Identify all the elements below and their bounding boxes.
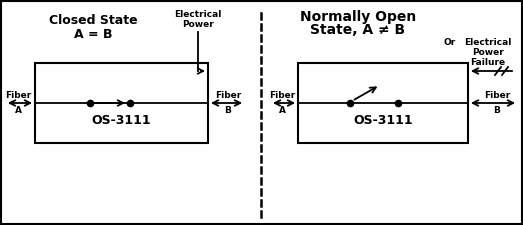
Text: Fiber: Fiber: [5, 91, 31, 100]
Text: OS-3111: OS-3111: [92, 115, 151, 128]
Text: Or: Or: [444, 38, 456, 47]
Text: B: B: [494, 106, 501, 115]
Text: Fiber: Fiber: [269, 91, 295, 100]
Text: A = B: A = B: [74, 28, 112, 41]
Text: Electrical: Electrical: [174, 10, 222, 19]
Text: B: B: [224, 106, 232, 115]
Text: Electrical: Electrical: [464, 38, 511, 47]
Bar: [298, 63, 468, 143]
Text: OS-3111: OS-3111: [353, 115, 413, 128]
Text: Power: Power: [182, 20, 214, 29]
Text: State, A ≠ B: State, A ≠ B: [311, 23, 405, 37]
Text: A: A: [279, 106, 286, 115]
Text: Normally Open: Normally Open: [300, 10, 416, 24]
Text: A: A: [15, 106, 21, 115]
Text: Power: Power: [472, 48, 504, 57]
Text: Fiber: Fiber: [215, 91, 241, 100]
Bar: [35, 63, 208, 143]
Text: Closed State: Closed State: [49, 14, 138, 27]
Text: Failure: Failure: [470, 58, 506, 67]
Text: Fiber: Fiber: [484, 91, 510, 100]
